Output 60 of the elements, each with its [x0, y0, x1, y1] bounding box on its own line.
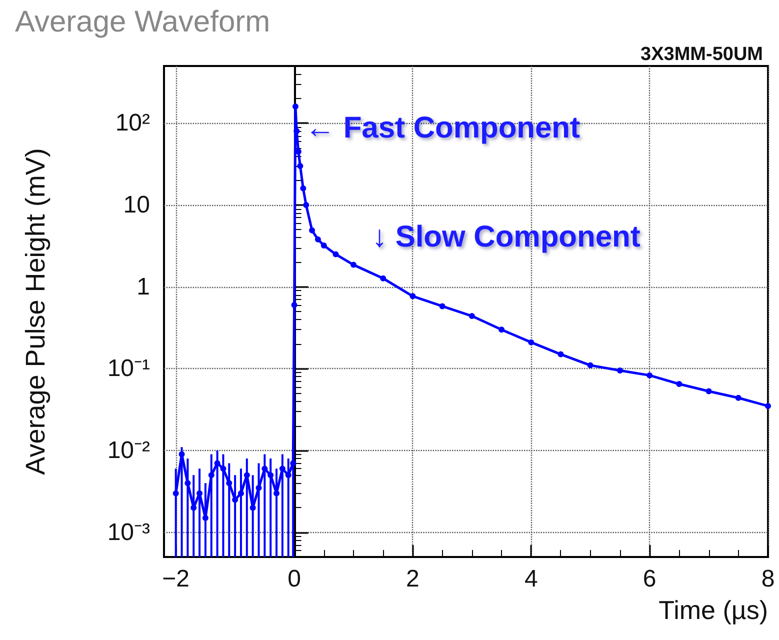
point: [291, 302, 298, 308]
y-tick-label: 10²: [115, 110, 150, 137]
y-tick-label: 10⁻¹: [107, 355, 150, 382]
point: [172, 490, 179, 496]
point: [285, 472, 292, 478]
annotation: ↓ Slow Component: [372, 220, 640, 254]
annotation: ← Fast Component: [305, 112, 580, 144]
point: [268, 472, 274, 478]
chart-subtitle: 3X3MM-50UM: [640, 44, 764, 65]
point: [256, 484, 262, 491]
point: [528, 339, 534, 346]
point: [410, 293, 416, 300]
y-tick-label: 10⁻³: [107, 518, 150, 546]
point: [244, 472, 250, 478]
point: [178, 451, 185, 458]
point: [196, 490, 203, 496]
point: [765, 403, 771, 410]
x-tick-label: −2: [162, 566, 190, 592]
x-tick-label: 4: [524, 566, 538, 592]
point: [274, 490, 280, 496]
point: [238, 490, 244, 496]
point: [332, 251, 339, 258]
point: [300, 185, 306, 192]
x-tick-label: 6: [642, 566, 656, 592]
point: [706, 388, 712, 394]
y-tick-label: 10: [123, 192, 150, 219]
point: [303, 202, 310, 208]
point: [226, 480, 232, 486]
point: [314, 236, 321, 242]
y-tick-label: 10⁻²: [107, 437, 150, 464]
point: [380, 275, 386, 282]
point: [676, 381, 682, 388]
x-tick-label: 0: [288, 566, 301, 592]
point: [735, 394, 742, 401]
y-axis-title: Average Pulse Height (mV): [20, 148, 50, 475]
point: [558, 351, 564, 358]
chart-title: Average Waveform: [15, 6, 270, 38]
y-tick-label: 1: [136, 273, 150, 300]
point: [208, 472, 214, 478]
point: [292, 103, 298, 110]
point: [350, 262, 356, 268]
point: [220, 466, 226, 472]
point: [309, 227, 316, 234]
point: [184, 480, 191, 486]
point: [214, 460, 220, 466]
point: [646, 372, 653, 378]
x-tick-label: 2: [406, 566, 420, 592]
point: [190, 504, 197, 511]
point: [290, 460, 296, 466]
point: [320, 242, 327, 249]
point: [587, 362, 594, 368]
x-axis-title: Time (µs): [658, 595, 768, 625]
point: [468, 313, 475, 320]
point: [294, 128, 300, 134]
point: [498, 326, 505, 333]
point: [439, 303, 446, 310]
point: [250, 504, 256, 511]
point: [297, 162, 304, 169]
point: [616, 368, 623, 374]
x-tick-label: 8: [761, 566, 775, 592]
